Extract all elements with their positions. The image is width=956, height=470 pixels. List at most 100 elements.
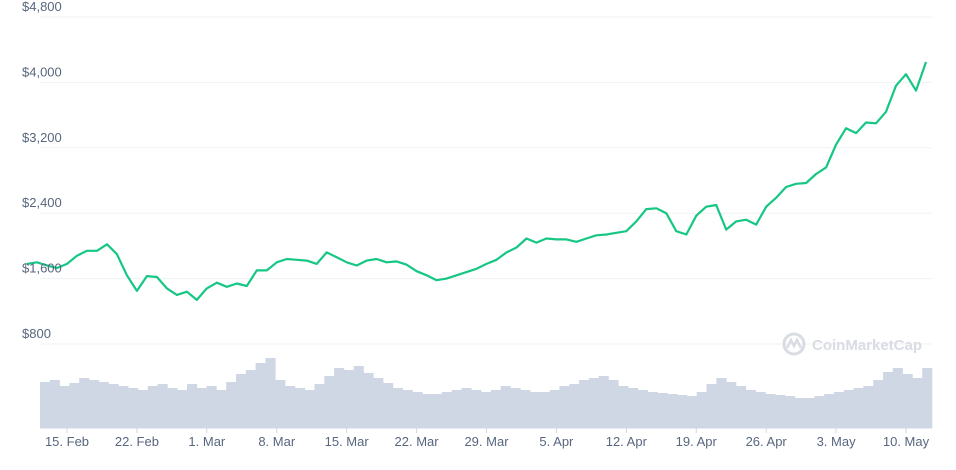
volume-bar bbox=[373, 378, 384, 428]
volume-bar bbox=[343, 370, 354, 428]
volume-bar bbox=[873, 380, 884, 428]
volume-bar bbox=[608, 380, 619, 428]
volume-bar bbox=[40, 382, 51, 428]
volume-bar bbox=[539, 392, 550, 428]
price-points bbox=[26, 61, 927, 300]
y-tick-label: $800 bbox=[22, 326, 51, 341]
volume-bar bbox=[108, 384, 119, 428]
volume-bar bbox=[187, 384, 198, 428]
volume-bar bbox=[785, 396, 796, 428]
volume-bar bbox=[265, 358, 276, 428]
volume-bar bbox=[863, 386, 874, 428]
x-tick-label: 15. Feb bbox=[45, 434, 89, 449]
x-tick-label: 26. Apr bbox=[746, 434, 788, 449]
y-axis-labels: $800 $1,600 $2,400 $3,200 $4,000 $4,800 bbox=[22, 0, 62, 341]
y-tick-label: $4,800 bbox=[22, 0, 62, 14]
grid-lines bbox=[40, 16, 932, 345]
volume-bar bbox=[314, 384, 325, 428]
volume-bar bbox=[647, 392, 658, 428]
volume-bar bbox=[236, 374, 247, 428]
volume-bar bbox=[89, 380, 100, 428]
volume-bar bbox=[324, 376, 335, 428]
volume-bar bbox=[216, 390, 227, 428]
volume-bar bbox=[98, 382, 109, 428]
volume-bar bbox=[304, 390, 315, 428]
volume-bar bbox=[530, 392, 541, 428]
watermark-text: CoinMarketCap bbox=[812, 337, 922, 354]
volume-bar bbox=[716, 378, 727, 428]
price-line bbox=[26, 61, 928, 301]
volume-bar bbox=[834, 392, 845, 428]
volume-bar bbox=[657, 393, 668, 428]
x-tick-label: 5. Apr bbox=[539, 434, 574, 449]
volume-bar bbox=[363, 373, 374, 428]
volume-bar bbox=[745, 390, 756, 428]
volume-bar bbox=[490, 390, 501, 428]
x-tick-label: 15. Mar bbox=[325, 434, 370, 449]
volume-bar bbox=[755, 392, 766, 428]
volume-bar bbox=[549, 390, 560, 428]
volume-bar bbox=[79, 378, 90, 428]
volume-bar bbox=[853, 388, 864, 428]
x-tick-label: 12. Apr bbox=[606, 434, 648, 449]
volume-bar bbox=[128, 388, 139, 428]
volume-bar bbox=[765, 394, 776, 428]
volume-bar bbox=[206, 386, 217, 428]
x-tick-label: 3. May bbox=[817, 434, 857, 449]
y-tick-label: $3,200 bbox=[22, 130, 62, 145]
x-tick-label: 22. Feb bbox=[115, 434, 159, 449]
y-tick-label: $2,400 bbox=[22, 195, 62, 210]
volume-bar bbox=[285, 386, 296, 428]
volume-bar bbox=[883, 372, 894, 428]
volume-bar bbox=[588, 378, 599, 428]
volume-bar bbox=[686, 396, 697, 428]
volume-bar bbox=[667, 394, 678, 428]
coinmarketcap-logo-icon bbox=[782, 332, 806, 356]
volume-bar bbox=[441, 392, 452, 428]
volume-bar bbox=[334, 368, 345, 428]
volume-bar bbox=[618, 386, 629, 428]
x-tick-label: 8. Mar bbox=[258, 434, 296, 449]
volume-bar bbox=[167, 388, 178, 428]
volume-bar bbox=[294, 388, 305, 428]
volume-bar bbox=[500, 386, 511, 428]
volume-bar bbox=[892, 368, 903, 428]
volume-bar bbox=[804, 398, 815, 428]
volume-bar bbox=[794, 398, 805, 428]
volume-bar bbox=[579, 380, 590, 428]
x-tick-label: 1. Mar bbox=[188, 434, 226, 449]
volume-bar bbox=[49, 380, 60, 428]
volume-bar bbox=[255, 363, 266, 428]
volume-bar bbox=[275, 380, 286, 428]
volume-bar bbox=[912, 378, 923, 428]
volume-bar bbox=[628, 388, 639, 428]
volume-bar bbox=[59, 386, 70, 428]
x-axis-labels: 15. Feb 22. Feb 1. Mar 8. Mar 15. Mar 22. Mar… bbox=[45, 428, 930, 449]
volume-bar bbox=[559, 386, 570, 428]
x-tick-label: 22. Mar bbox=[395, 434, 440, 449]
volume-bar bbox=[637, 390, 648, 428]
volume-bar bbox=[598, 376, 609, 428]
volume-bar bbox=[481, 392, 492, 428]
volume-bar bbox=[402, 390, 413, 428]
volume-bar bbox=[814, 396, 825, 428]
x-tick-label: 29. Mar bbox=[464, 434, 509, 449]
volume-bar bbox=[922, 368, 933, 428]
volume-bar bbox=[147, 386, 158, 428]
volume-bar bbox=[226, 382, 237, 428]
volume-bar bbox=[569, 384, 580, 428]
volume-bar bbox=[118, 386, 129, 428]
volume-bar bbox=[245, 370, 256, 428]
y-tick-label: $1,600 bbox=[22, 261, 62, 276]
watermark: CoinMarketCap bbox=[782, 332, 922, 356]
volume-bar bbox=[177, 390, 188, 428]
volume-bar bbox=[775, 395, 786, 428]
volume-bar bbox=[510, 388, 521, 428]
volume-bar bbox=[451, 390, 462, 428]
x-tick-label: 19. Apr bbox=[676, 434, 718, 449]
volume-bar bbox=[69, 383, 80, 428]
volume-bar bbox=[677, 395, 688, 428]
volume-bar bbox=[736, 386, 747, 428]
volume-bar bbox=[843, 390, 854, 428]
volume-bar bbox=[706, 384, 717, 428]
